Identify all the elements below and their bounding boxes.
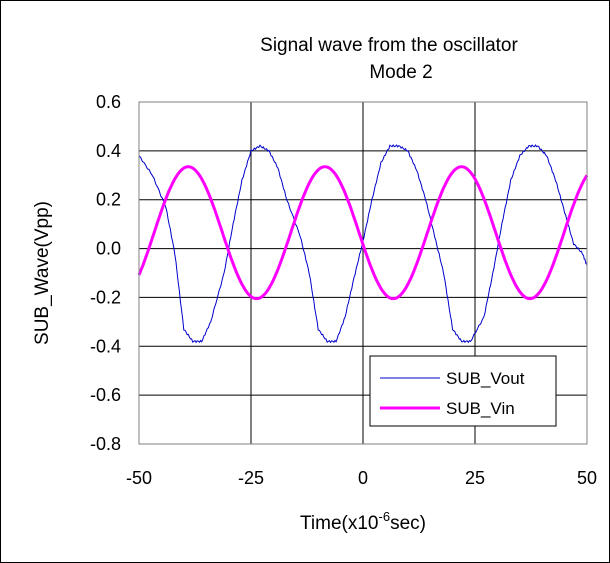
x-axis-label-tail: sec) <box>390 513 426 534</box>
x-axis-label-main: Time(x10 <box>300 513 378 534</box>
plot-border <box>138 101 588 445</box>
y-tick-label: -0.4 <box>90 336 121 356</box>
y-tick-label: 0.6 <box>96 92 121 112</box>
y-tick-label: -0.8 <box>90 434 121 454</box>
y-tick-label: 0.2 <box>96 190 121 210</box>
legend-box <box>369 355 557 427</box>
y-tick-label: 0.4 <box>96 141 121 161</box>
series-line-sub-vout <box>138 144 588 344</box>
x-tick-label: -50 <box>126 468 152 488</box>
x-tick-label: -25 <box>238 468 264 488</box>
legend: SUB_Vout SUB_Vin <box>369 355 557 427</box>
chart-subtitle: Mode 2 <box>369 62 432 83</box>
x-tick-label: 50 <box>577 468 597 488</box>
y-tick-label: -0.2 <box>90 287 121 307</box>
x-axis-label: Time(x10-6sec) <box>300 509 426 534</box>
legend-label-sub-vin: SUB_Vin <box>446 399 515 418</box>
x-tick-label: 0 <box>358 468 368 488</box>
chart-title: Signal wave from the oscillator <box>260 35 518 56</box>
x-tick-label: 25 <box>465 468 485 488</box>
legend-label-sub-vout: SUB_Vout <box>446 369 525 388</box>
y-axis-label: SUB_Wave(Vpp) <box>32 201 53 345</box>
x-axis-label-superscript: -6 <box>379 509 391 524</box>
series-line-sub-vin <box>137 165 589 301</box>
y-tick-label: -0.6 <box>90 385 121 405</box>
y-tick-label: 0.0 <box>96 239 121 259</box>
